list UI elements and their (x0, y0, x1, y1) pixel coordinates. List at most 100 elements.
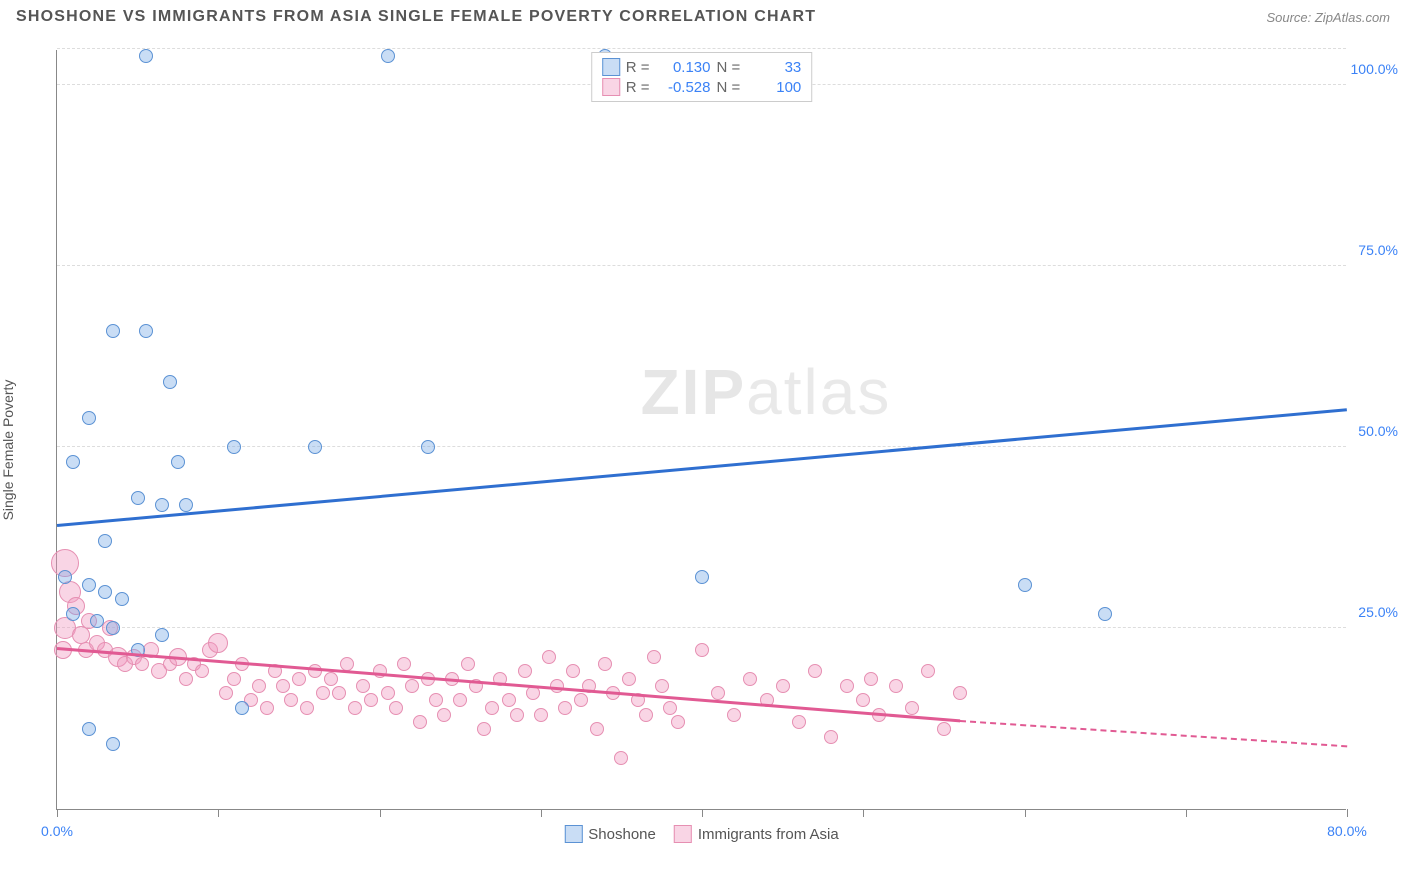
data-point-a (179, 498, 193, 512)
trend-line (57, 647, 960, 722)
data-point-b (921, 664, 935, 678)
gridline (57, 265, 1346, 266)
data-point-b (389, 701, 403, 715)
data-point-b (292, 672, 306, 686)
data-point-b (905, 701, 919, 715)
data-point-b (566, 664, 580, 678)
data-point-b (453, 693, 467, 707)
x-tick (863, 809, 864, 817)
y-tick-label: 25.0% (1358, 604, 1398, 620)
data-point-a (106, 737, 120, 751)
data-point-b (364, 693, 378, 707)
chart-title: SHOSHONE VS IMMIGRANTS FROM ASIA SINGLE … (16, 8, 816, 26)
data-point-b (639, 708, 653, 722)
data-point-b (219, 686, 233, 700)
data-point-b (808, 664, 822, 678)
data-point-b (840, 679, 854, 693)
data-point-b (574, 693, 588, 707)
data-point-a (155, 498, 169, 512)
trend-line (960, 720, 1347, 747)
gridline (57, 627, 1346, 628)
data-point-b (518, 664, 532, 678)
data-point-b (284, 693, 298, 707)
watermark: ZIPatlas (641, 355, 892, 429)
data-point-b (135, 657, 149, 671)
data-point-b (856, 693, 870, 707)
data-point-a (381, 49, 395, 63)
data-point-b (195, 664, 209, 678)
data-point-a (227, 440, 241, 454)
data-point-b (598, 657, 612, 671)
plot-area: ZIPatlas R = 0.130 N = 33 R = -0.528 N =… (56, 50, 1346, 810)
data-point-b (179, 672, 193, 686)
data-point-b (937, 722, 951, 736)
data-point-b (316, 686, 330, 700)
data-point-a (171, 455, 185, 469)
data-point-b (300, 701, 314, 715)
data-point-b (558, 701, 572, 715)
data-point-b (477, 722, 491, 736)
data-point-b (864, 672, 878, 686)
data-point-a (235, 701, 249, 715)
data-point-a (66, 607, 80, 621)
data-point-b (671, 715, 685, 729)
legend-label-a: Shoshone (588, 826, 656, 843)
data-point-b (397, 657, 411, 671)
data-point-b (622, 672, 636, 686)
data-point-a (106, 621, 120, 635)
data-point-a (82, 722, 96, 736)
trend-line (57, 408, 1347, 526)
data-point-b (953, 686, 967, 700)
data-point-a (90, 614, 104, 628)
x-tick (1025, 809, 1026, 817)
swatch-a (602, 58, 620, 76)
data-point-b (510, 708, 524, 722)
x-tick (702, 809, 703, 817)
data-point-b (534, 708, 548, 722)
data-point-a (1098, 607, 1112, 621)
data-point-b (252, 679, 266, 693)
data-point-b (356, 679, 370, 693)
data-point-b (743, 672, 757, 686)
legend-label-b: Immigrants from Asia (698, 826, 839, 843)
data-point-b (727, 708, 741, 722)
data-point-b (405, 679, 419, 693)
data-point-a (106, 324, 120, 338)
data-point-b (792, 715, 806, 729)
data-point-b (461, 657, 475, 671)
y-axis-label: Single Female Poverty (0, 380, 16, 521)
x-tick-label: 80.0% (1327, 823, 1367, 839)
data-point-b (381, 686, 395, 700)
swatch-b (602, 78, 620, 96)
data-point-a (1018, 578, 1032, 592)
data-point-b (614, 751, 628, 765)
y-tick-label: 100.0% (1351, 61, 1398, 77)
data-point-b (711, 686, 725, 700)
data-point-b (647, 650, 661, 664)
legend-swatch-a (564, 825, 582, 843)
x-tick-label: 0.0% (41, 823, 73, 839)
data-point-b (502, 693, 516, 707)
series-legend: Shoshone Immigrants from Asia (564, 825, 838, 843)
data-point-a (82, 578, 96, 592)
data-point-b (260, 701, 274, 715)
data-point-b (663, 701, 677, 715)
data-point-b (590, 722, 604, 736)
data-point-b (276, 679, 290, 693)
data-point-b (526, 686, 540, 700)
gridline (57, 446, 1346, 447)
y-tick-label: 50.0% (1358, 423, 1398, 439)
data-point-a (308, 440, 322, 454)
data-point-b (542, 650, 556, 664)
gridline (57, 48, 1346, 49)
legend-swatch-b (674, 825, 692, 843)
data-point-a (98, 534, 112, 548)
x-tick (541, 809, 542, 817)
corr-row-a: R = 0.130 N = 33 (602, 57, 802, 77)
data-point-b (437, 708, 451, 722)
x-tick (1347, 809, 1348, 817)
source-attribution: Source: ZipAtlas.com (1266, 10, 1390, 25)
data-point-a (139, 324, 153, 338)
x-tick (57, 809, 58, 817)
data-point-b (208, 633, 228, 653)
